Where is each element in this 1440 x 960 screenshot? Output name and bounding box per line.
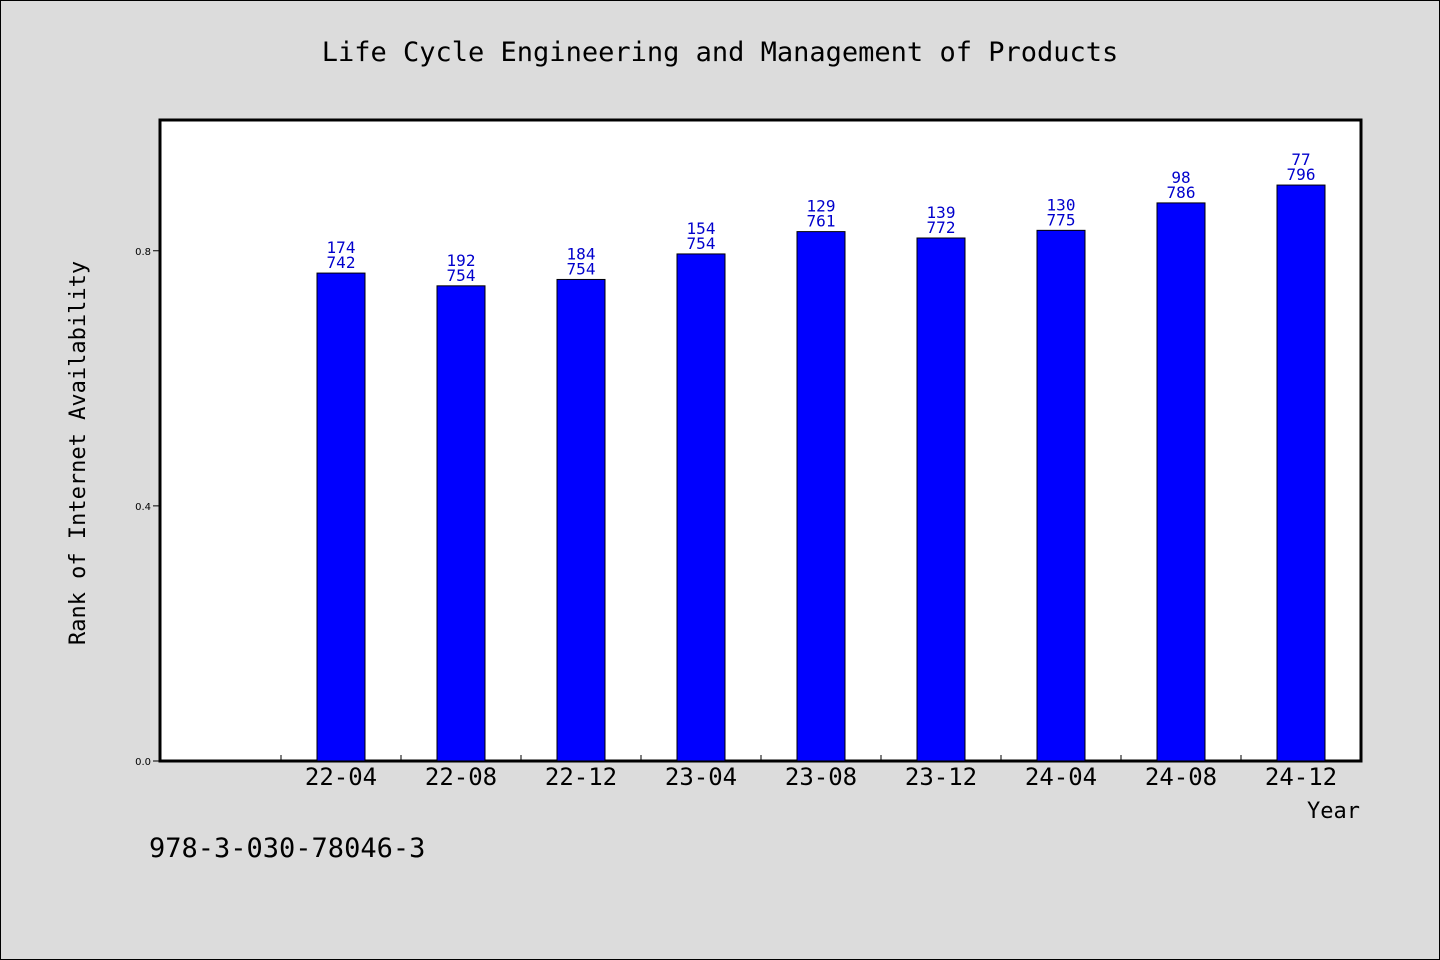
bar-label-value: 754 [687, 234, 716, 253]
bar-label-rank: 129 [807, 197, 836, 216]
x-tick-label: 23-12 [905, 763, 977, 791]
x-tick-label: 23-08 [785, 763, 857, 791]
bar-label-value: 772 [927, 218, 956, 237]
x-tick-label: 24-12 [1265, 763, 1337, 791]
bar [676, 253, 726, 762]
bar [436, 285, 486, 762]
bar-label-value: 796 [1287, 165, 1316, 184]
bar-label-value: 742 [327, 253, 356, 272]
y-tick-label: 0.4 [135, 502, 151, 513]
bar [796, 231, 846, 762]
bar-label-rank: 130 [1047, 195, 1076, 214]
bar-label-rank: 184 [567, 244, 596, 263]
bar [916, 237, 966, 762]
x-axis-label: Year [1307, 799, 1360, 824]
bar-label-value: 754 [567, 259, 596, 278]
bar-label-value: 754 [447, 266, 476, 285]
bar [556, 278, 606, 762]
bar [1036, 229, 1086, 762]
chart-title: Life Cycle Engineering and Management of… [322, 37, 1119, 68]
bar-label-value: 775 [1047, 210, 1076, 229]
bar-label-rank: 77 [1291, 150, 1310, 169]
x-tick-label: 22-04 [305, 763, 377, 791]
bar-label-rank: 98 [1171, 168, 1190, 187]
bar-label-rank: 174 [327, 238, 356, 257]
bar-label-rank: 139 [927, 203, 956, 222]
bar-label-rank: 154 [687, 219, 716, 238]
bar [316, 272, 366, 762]
y-axis-label: Rank of Internet Availability [66, 261, 91, 645]
bar [1276, 184, 1326, 762]
y-tick-label: 0.0 [135, 757, 151, 768]
bar-label-rank: 192 [447, 251, 476, 270]
bar-label-value: 786 [1167, 183, 1196, 202]
x-tick-label: 24-04 [1025, 763, 1097, 791]
isbn-label: 978-3-030-78046-3 [149, 833, 426, 864]
x-tick-label: 22-08 [425, 763, 497, 791]
bar [1156, 202, 1206, 762]
bar-label-value: 761 [807, 212, 836, 231]
x-tick-label: 22-12 [545, 763, 617, 791]
y-tick-label: 0.8 [135, 247, 151, 258]
x-tick-label: 24-08 [1145, 763, 1217, 791]
x-tick-label: 23-04 [665, 763, 737, 791]
